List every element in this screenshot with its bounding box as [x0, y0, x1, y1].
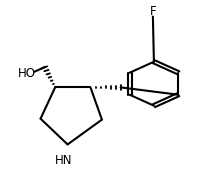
Text: F: F — [150, 5, 156, 17]
Text: HN: HN — [55, 154, 72, 167]
Text: HO: HO — [18, 67, 36, 80]
